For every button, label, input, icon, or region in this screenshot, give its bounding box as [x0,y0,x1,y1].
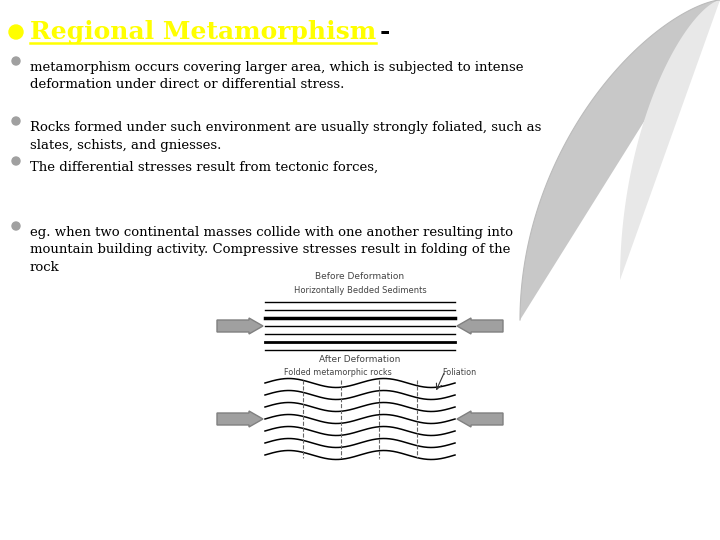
Text: Horizontally Bedded Sediments: Horizontally Bedded Sediments [294,286,426,295]
Text: Folded metamorphic rocks: Folded metamorphic rocks [284,368,392,377]
Text: Before Deformation: Before Deformation [315,272,405,281]
Polygon shape [620,0,720,280]
Text: After Deformation: After Deformation [319,355,401,364]
FancyArrow shape [217,411,263,427]
Text: metamorphism occurs covering larger area, which is subjected to intense
deformat: metamorphism occurs covering larger area… [30,61,523,91]
FancyArrow shape [457,411,503,427]
Text: The differential stresses result from tectonic forces,: The differential stresses result from te… [30,161,378,174]
Circle shape [12,157,20,165]
Circle shape [9,25,23,39]
FancyArrow shape [457,318,503,334]
Text: Rocks formed under such environment are usually strongly foliated, such as
slate: Rocks formed under such environment are … [30,121,541,152]
Circle shape [12,222,20,230]
Text: Foliation: Foliation [442,368,476,377]
FancyArrow shape [217,318,263,334]
Text: -: - [380,20,390,44]
Circle shape [12,117,20,125]
Polygon shape [520,0,720,320]
Circle shape [12,57,20,65]
Text: Regional Metamorphism: Regional Metamorphism [30,20,377,44]
Text: eg. when two continental masses collide with one another resulting into
mountain: eg. when two continental masses collide … [30,226,513,274]
